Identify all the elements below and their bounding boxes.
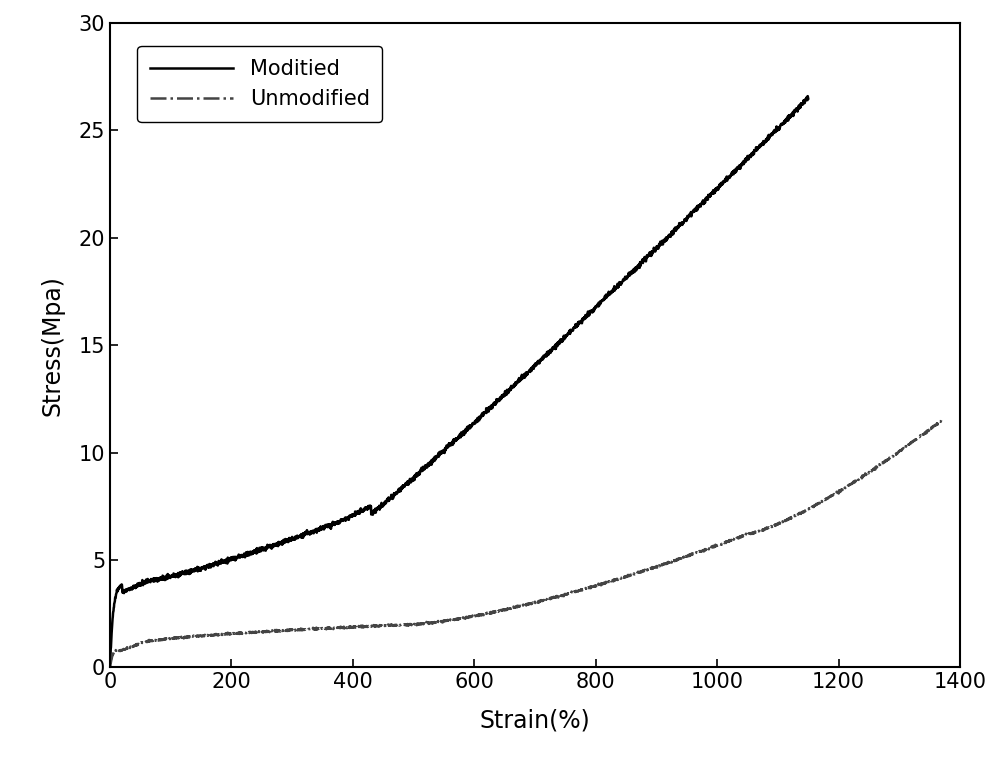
- Moditied: [788, 106, 800, 115]
- Unmodified: [459, 613, 471, 622]
- Unmodified: [104, 662, 116, 671]
- Unmodified: [423, 619, 435, 628]
- Moditied: [402, 477, 414, 486]
- X-axis label: Strain(%): Strain(%): [480, 709, 590, 732]
- Moditied: [104, 663, 116, 672]
- Unmodified: [935, 416, 947, 425]
- Moditied: [713, 181, 725, 190]
- Unmodified: [830, 489, 842, 498]
- Moditied: [372, 504, 384, 513]
- Moditied: [802, 91, 814, 100]
- Moditied: [802, 94, 814, 103]
- Legend: Moditied, Unmodified: Moditied, Unmodified: [137, 46, 382, 122]
- Moditied: [184, 567, 196, 576]
- Y-axis label: Stress(Mpa): Stress(Mpa): [41, 275, 65, 416]
- Unmodified: [248, 628, 260, 637]
- Unmodified: [919, 429, 931, 438]
- Line: Unmodified: Unmodified: [110, 420, 942, 667]
- Moditied: [225, 555, 237, 565]
- Unmodified: [199, 630, 211, 640]
- Unmodified: [936, 416, 948, 426]
- Line: Moditied: Moditied: [110, 96, 808, 667]
